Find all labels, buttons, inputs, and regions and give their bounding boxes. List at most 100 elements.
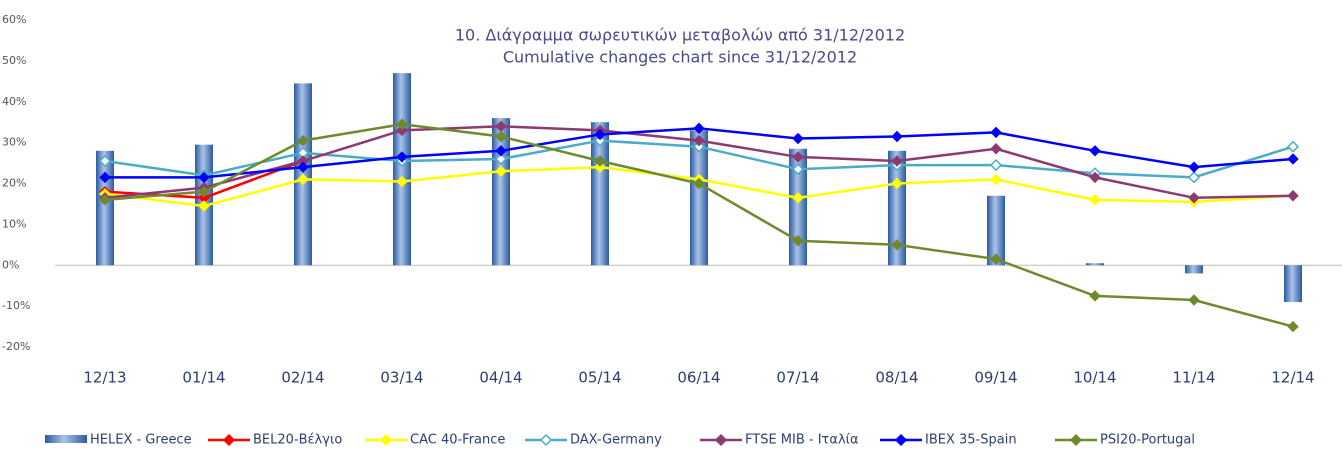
legend-marker (539, 433, 553, 447)
marker (198, 171, 210, 184)
legend-label: BEL20-Βέλγιο (253, 433, 342, 448)
x-tick-label: 03/14 (380, 369, 423, 387)
marker (1287, 320, 1299, 333)
marker (494, 152, 508, 166)
legend-marker (894, 433, 908, 447)
x-tick-label: 06/14 (677, 369, 720, 387)
bar (690, 130, 708, 266)
marker (792, 192, 804, 204)
x-tick-label: 11/14 (1172, 369, 1215, 387)
marker (594, 161, 606, 173)
marker (1188, 161, 1200, 173)
legend-marker (379, 433, 393, 447)
bar (789, 148, 807, 266)
bar (492, 118, 510, 266)
marker (593, 134, 607, 147)
marker (396, 118, 408, 130)
marker (891, 130, 903, 143)
marker (495, 145, 507, 157)
marker (1188, 192, 1200, 204)
y-tick-label: 20% (2, 177, 26, 190)
marker (1089, 194, 1101, 206)
marker (594, 128, 606, 141)
marker (1287, 153, 1299, 165)
marker (1188, 294, 1200, 306)
marker (692, 140, 706, 153)
legend-swatch (45, 435, 87, 443)
x-tick-label: 12/14 (1271, 369, 1314, 387)
legend-label: FTSE MIB - Ιταλία (745, 433, 859, 448)
marker (198, 185, 210, 198)
x-tick-label: 02/14 (281, 369, 324, 387)
legend-label: PSI20-Portugal (1100, 433, 1195, 448)
marker (792, 151, 804, 163)
marker (891, 177, 903, 190)
marker (990, 143, 1002, 155)
marker (1286, 140, 1300, 153)
marker (495, 130, 507, 143)
chart-title: 10. Διάγραμμα σωρευτικών μεταβολών από 3… (455, 26, 905, 45)
marker (891, 239, 903, 251)
marker (1187, 171, 1201, 184)
marker (297, 173, 309, 186)
marker (792, 235, 804, 247)
bar (393, 73, 411, 266)
marker (792, 132, 804, 145)
legend-marker (714, 433, 728, 447)
chart-subtitle: Cumulative changes chart since 31/12/201… (503, 48, 857, 67)
marker (1089, 171, 1101, 184)
marker (594, 155, 606, 167)
x-tick-label: 04/14 (479, 369, 522, 387)
marker (990, 126, 1002, 139)
bar (1284, 265, 1302, 303)
legend-label: DAX-Germany (570, 433, 662, 448)
marker (1089, 145, 1101, 157)
x-tick-label: 09/14 (974, 369, 1017, 387)
y-tick-label: 40% (2, 95, 26, 108)
marker (396, 175, 408, 188)
marker (99, 171, 111, 184)
y-tick-label: 10% (2, 217, 26, 230)
marker (1287, 190, 1299, 202)
marker (891, 155, 903, 167)
marker (495, 165, 507, 177)
marker (396, 151, 408, 163)
legend-label: HELEX - Greece (90, 433, 192, 448)
x-tick-label: 07/14 (776, 369, 819, 387)
x-tick-label: 01/14 (182, 369, 225, 387)
bar (1086, 263, 1104, 266)
legend-marker (222, 433, 236, 447)
y-tick-label: 50% (2, 54, 26, 67)
x-tick-label: 08/14 (875, 369, 918, 387)
marker (693, 122, 705, 135)
marker (1089, 290, 1101, 302)
bar (987, 195, 1005, 266)
bar (1185, 265, 1203, 274)
y-tick-label: -10% (2, 299, 30, 312)
marker (297, 134, 309, 147)
bar (888, 150, 906, 266)
marker (297, 161, 309, 173)
x-tick-label: 10/14 (1073, 369, 1116, 387)
bar (96, 150, 114, 266)
marker (693, 134, 705, 147)
marker (791, 163, 805, 176)
legend-marker (1069, 433, 1083, 447)
x-tick-label: 12/13 (83, 369, 126, 387)
y-tick-label: 0% (2, 258, 19, 271)
marker (99, 194, 111, 206)
marker (396, 124, 408, 137)
marker (98, 154, 112, 168)
marker (990, 253, 1002, 265)
bar (591, 122, 609, 266)
marker (990, 173, 1002, 186)
legend-label: CAC 40-France (410, 433, 505, 448)
marker (989, 159, 1003, 172)
marker (198, 200, 210, 212)
y-tick-label: 60% (2, 13, 26, 26)
marker (693, 177, 705, 190)
y-tick-label: 30% (2, 136, 26, 149)
y-tick-label: -20% (2, 340, 30, 353)
legend-label: IBEX 35-Spain (925, 433, 1017, 448)
